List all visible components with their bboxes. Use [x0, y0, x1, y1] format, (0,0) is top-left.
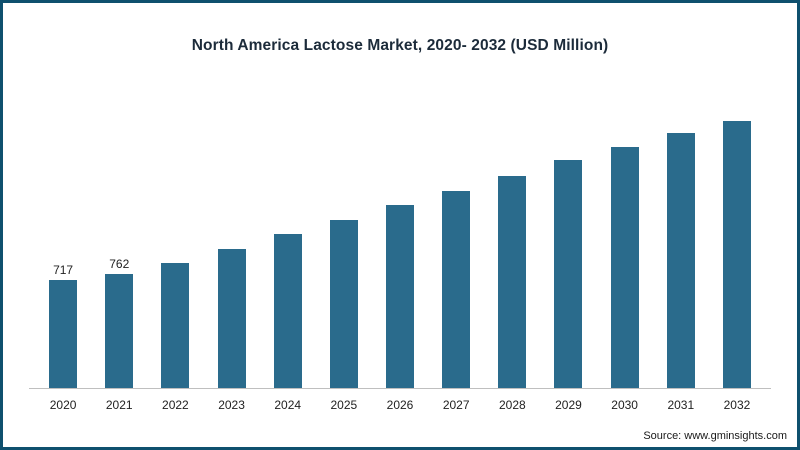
x-axis-labels: 2020 2021 2022 2023 2024 2025 2026 2027 2028 2029… — [29, 398, 771, 412]
bar — [498, 175, 527, 388]
x-axis-label: 2026 — [386, 398, 414, 412]
bar-column — [709, 103, 765, 388]
bar-column — [484, 103, 540, 388]
bar-column — [372, 103, 428, 388]
bar-column — [653, 103, 709, 388]
source-credit: Source: www.gminsights.com — [643, 430, 787, 442]
x-axis-label: 2030 — [611, 398, 638, 412]
bar — [666, 133, 695, 388]
bar — [273, 234, 302, 388]
bar-column — [260, 103, 316, 388]
x-axis-label: 2032 — [723, 398, 751, 412]
bar — [610, 146, 639, 388]
bar-column — [316, 103, 372, 388]
bar-column — [147, 103, 203, 388]
bar-column: 717 — [35, 103, 91, 388]
bar — [722, 121, 751, 388]
x-axis-label: 2031 — [667, 398, 695, 412]
x-axis-label: 2029 — [555, 398, 582, 412]
bar — [442, 190, 471, 388]
bar — [49, 280, 78, 388]
x-axis-label: 2027 — [442, 398, 470, 412]
bar — [329, 220, 358, 388]
x-axis-label: 2028 — [498, 398, 526, 412]
plot-area: 717 762 — [29, 103, 771, 389]
bar-column — [428, 103, 484, 388]
x-axis-label: 2021 — [105, 398, 133, 412]
bar-column — [540, 103, 596, 388]
chart-title: North America Lactose Market, 2020- 2032… — [191, 37, 609, 54]
bar-value-label: 717 — [53, 263, 74, 278]
x-axis-label: 2025 — [330, 398, 358, 412]
x-axis-label: 2020 — [49, 398, 77, 412]
x-axis-label: 2024 — [274, 398, 302, 412]
bar-column: 762 — [91, 103, 147, 388]
bar — [386, 205, 415, 388]
bar-column — [203, 103, 259, 388]
bar-value-label: 762 — [109, 256, 130, 271]
x-axis-label: 2022 — [162, 398, 189, 412]
bar — [554, 160, 583, 388]
bar — [105, 273, 134, 388]
x-axis-label: 2023 — [218, 398, 245, 412]
bar — [217, 248, 246, 388]
bar-column — [597, 103, 653, 388]
bar — [161, 262, 190, 388]
